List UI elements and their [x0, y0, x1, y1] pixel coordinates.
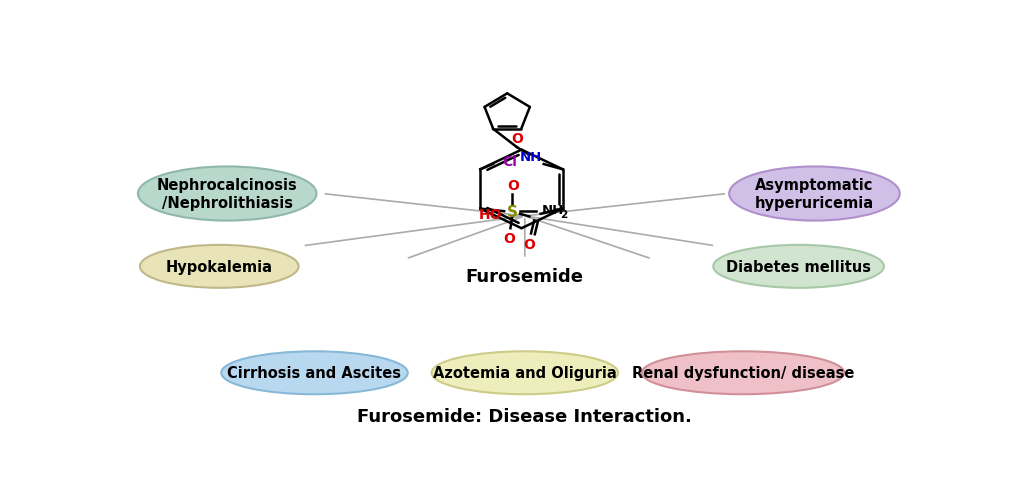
Text: 2: 2 [560, 210, 567, 220]
Text: O: O [508, 178, 519, 192]
Ellipse shape [714, 245, 884, 288]
Ellipse shape [221, 351, 408, 394]
Ellipse shape [729, 167, 900, 221]
Text: O: O [511, 132, 523, 146]
Text: Cl: Cl [503, 155, 517, 169]
Text: Furosemide: Furosemide [466, 267, 584, 285]
Ellipse shape [642, 351, 844, 394]
Text: NH: NH [542, 204, 564, 217]
Text: Renal dysfunction/ disease: Renal dysfunction/ disease [632, 365, 854, 380]
Text: Diabetes mellitus: Diabetes mellitus [726, 259, 871, 274]
Ellipse shape [138, 167, 316, 221]
Ellipse shape [431, 351, 618, 394]
Ellipse shape [140, 245, 299, 288]
Text: Asymptomatic
hyperuricemia: Asymptomatic hyperuricemia [755, 178, 874, 210]
Text: Nephrocalcinosis
/Nephrolithiasis: Nephrocalcinosis /Nephrolithiasis [157, 178, 298, 210]
Text: HO: HO [479, 207, 503, 221]
Text: O: O [523, 238, 536, 252]
Text: Azotemia and Oliguria: Azotemia and Oliguria [433, 365, 616, 380]
Text: Hypokalemia: Hypokalemia [166, 259, 272, 274]
Text: NH: NH [520, 151, 542, 164]
Text: S: S [507, 204, 517, 219]
Text: Cirrhosis and Ascites: Cirrhosis and Ascites [227, 365, 401, 380]
Text: O: O [503, 231, 515, 245]
Text: Furosemide: Disease Interaction.: Furosemide: Disease Interaction. [357, 407, 692, 425]
